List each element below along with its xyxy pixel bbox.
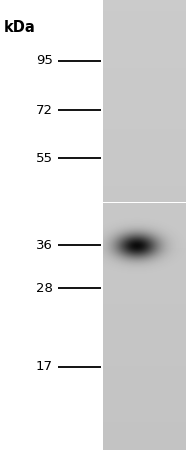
Bar (103, 230, 186, 236)
Bar (103, 422, 186, 427)
Bar (103, 371, 186, 377)
Text: 36: 36 (36, 239, 53, 252)
Bar (103, 332, 186, 338)
Bar (103, 377, 186, 382)
Bar (103, 163, 186, 169)
Bar (103, 140, 186, 146)
Bar (103, 287, 186, 292)
Bar (103, 326, 186, 332)
Bar (103, 248, 186, 253)
Bar (103, 214, 186, 220)
Bar (103, 5, 186, 11)
Bar (103, 0, 186, 5)
Bar (103, 40, 186, 45)
Bar (103, 270, 186, 275)
Bar (103, 101, 186, 107)
Bar (103, 355, 186, 360)
Bar (103, 220, 186, 225)
Bar (103, 118, 186, 124)
Bar (103, 124, 186, 130)
Bar (103, 360, 186, 365)
Bar (103, 62, 186, 68)
Bar (103, 410, 186, 416)
Bar (103, 292, 186, 298)
Bar (103, 315, 186, 320)
Bar (103, 388, 186, 394)
Bar (103, 338, 186, 343)
Bar (103, 394, 186, 400)
Bar (103, 73, 186, 79)
Bar (103, 304, 186, 310)
Bar (103, 79, 186, 85)
Text: kDa: kDa (4, 20, 36, 35)
Bar (103, 169, 186, 174)
Bar (103, 298, 186, 304)
Bar (103, 135, 186, 140)
Bar (103, 146, 186, 152)
Bar (103, 405, 186, 410)
Bar (103, 310, 186, 315)
Bar (103, 96, 186, 101)
Bar (103, 107, 186, 112)
Bar (103, 185, 186, 191)
Bar (103, 90, 186, 96)
Bar (103, 343, 186, 349)
Bar (103, 152, 186, 158)
Bar (103, 225, 186, 230)
Bar (103, 28, 186, 34)
Bar (103, 253, 186, 259)
Bar (103, 85, 186, 90)
Bar (103, 259, 186, 265)
Bar (103, 130, 186, 135)
Bar (103, 174, 186, 180)
Bar (103, 416, 186, 422)
Bar (103, 112, 186, 118)
Bar (103, 365, 186, 371)
Bar (103, 439, 186, 445)
Bar (103, 275, 186, 281)
Bar (103, 68, 186, 73)
Bar (103, 51, 186, 56)
Text: 95: 95 (36, 54, 53, 67)
Bar (103, 433, 186, 439)
Bar (103, 11, 186, 17)
Text: 28: 28 (36, 282, 53, 294)
Bar (103, 281, 186, 287)
Bar (103, 242, 186, 248)
Bar (103, 428, 186, 433)
Text: 55: 55 (36, 152, 53, 165)
Text: 17: 17 (36, 360, 53, 373)
Bar (103, 17, 186, 22)
Bar (103, 45, 186, 51)
Bar (103, 34, 186, 40)
Bar (103, 445, 186, 450)
Bar (103, 191, 186, 197)
Bar (103, 382, 186, 388)
Bar (103, 202, 186, 208)
Bar (103, 349, 186, 355)
Bar (103, 265, 186, 270)
Bar (103, 197, 186, 202)
Bar (103, 180, 186, 185)
Bar (103, 320, 186, 326)
Bar (103, 236, 186, 242)
Bar (103, 158, 186, 163)
Bar (103, 400, 186, 405)
Bar (103, 208, 186, 214)
Bar (103, 56, 186, 62)
Bar (103, 22, 186, 28)
Text: 72: 72 (36, 104, 53, 117)
